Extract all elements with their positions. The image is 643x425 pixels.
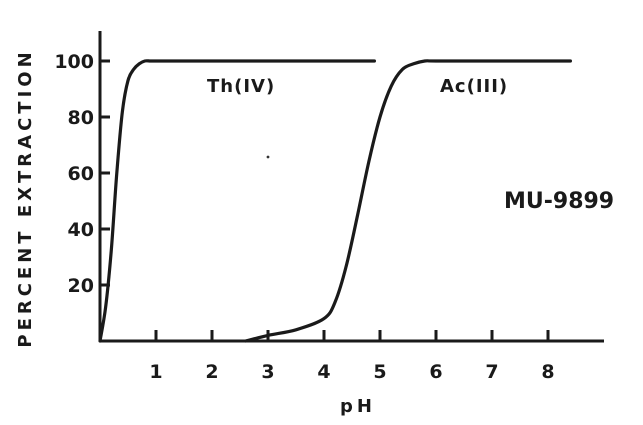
x-tick-label: 1 — [149, 361, 162, 383]
figure-code: MU-9899 — [504, 189, 614, 214]
scan-speck — [266, 155, 270, 159]
ac-iii-curve — [244, 59, 572, 343]
y-tick-label: 40 — [68, 219, 94, 241]
x-tick-label: 4 — [317, 361, 330, 383]
y-tick-label: 100 — [54, 51, 94, 73]
tick-labels: 1 2 3 4 5 6 7 8 20 40 60 80 100 — [54, 51, 554, 383]
y-tick-label: 20 — [68, 275, 94, 297]
y-axis-title: PERCENT EXTRACTION — [15, 48, 36, 347]
th-iv-curve — [98, 59, 376, 343]
x-tick-label: 7 — [485, 361, 498, 383]
data-curves — [98, 59, 572, 343]
x-tick-label: 3 — [261, 361, 274, 383]
y-tick-label: 60 — [68, 163, 94, 185]
x-tick-label: 5 — [373, 361, 386, 383]
th-iv-label: Th(IV) — [207, 76, 275, 97]
x-tick-label: 6 — [429, 361, 442, 383]
x-tick-label: 2 — [205, 361, 218, 383]
x-tick-label: 8 — [541, 361, 554, 383]
y-tick-label: 80 — [68, 107, 94, 129]
ac-iii-label: Ac(III) — [440, 76, 508, 97]
tick-marks — [100, 59, 550, 341]
x-axis-title: pH — [340, 396, 376, 417]
